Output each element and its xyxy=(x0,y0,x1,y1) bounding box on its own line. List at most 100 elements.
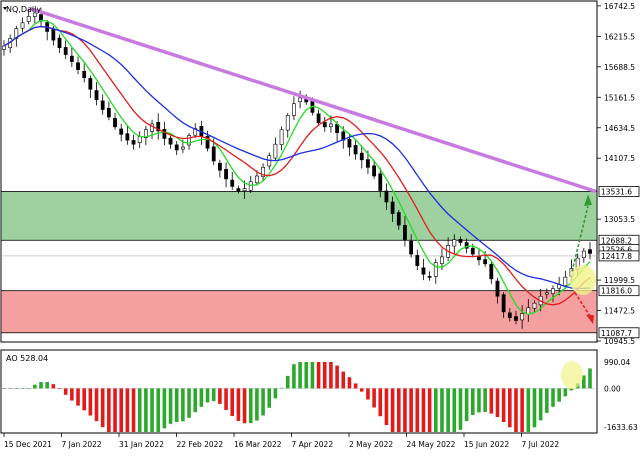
candle-body xyxy=(384,190,389,203)
ao-bar xyxy=(538,388,543,421)
ao-bar xyxy=(2,388,6,389)
ao-bar xyxy=(316,362,321,389)
ao-bar xyxy=(304,362,309,389)
ao-bar xyxy=(107,388,111,432)
candle-body xyxy=(415,255,420,266)
forecast-down-arrow xyxy=(574,292,591,317)
price-marker-box xyxy=(598,250,640,262)
candle-body xyxy=(88,78,93,90)
candle-body xyxy=(137,136,142,143)
ao-bar xyxy=(322,362,327,389)
candle-body xyxy=(125,133,130,141)
price-tick-label: 11999.5 xyxy=(604,276,635,285)
ao-bar xyxy=(279,387,284,389)
candle-body xyxy=(514,316,518,321)
ao-highlight-circle xyxy=(561,361,583,390)
time-tick-label: 16 Mar 2022 xyxy=(234,440,282,449)
candles-layer xyxy=(2,8,592,329)
ao-bar xyxy=(341,371,346,389)
ao-bar xyxy=(329,362,333,389)
ma-mid-line xyxy=(3,25,591,306)
ao-axis: 990.04 0.00 -1633.63 xyxy=(604,358,638,432)
price-marker-label: 12688.2 xyxy=(601,236,632,245)
ao-bar xyxy=(70,388,74,401)
ao-bar xyxy=(421,388,426,432)
ao-bar xyxy=(119,388,123,432)
time-tick-label: 2 May 2022 xyxy=(349,440,393,449)
ao-bar xyxy=(113,388,117,432)
candle-body xyxy=(544,292,549,295)
candle-body xyxy=(581,250,586,259)
price-tick-label: 16215.5 xyxy=(604,32,635,41)
price-axis: 16742.5 16215.5 15688.5 15161.5 14634.5 14107… xyxy=(597,2,635,346)
ao-bar xyxy=(255,388,259,421)
candle-body xyxy=(507,312,512,318)
price-marker-label: 12417.8 xyxy=(601,252,632,261)
ao-bar xyxy=(433,388,438,432)
title-arrow-icon xyxy=(3,7,7,10)
candle-body xyxy=(113,118,117,128)
candle-body xyxy=(347,139,352,148)
ao-bar xyxy=(211,388,216,402)
ao-bar xyxy=(39,382,43,389)
ao-bar xyxy=(125,388,130,432)
candle-body xyxy=(551,288,555,294)
ao-bar xyxy=(427,388,432,432)
ao-bar xyxy=(199,388,204,407)
ao-bar xyxy=(508,388,512,428)
price-marker-box xyxy=(598,186,640,197)
time-tick-label: 7 Jul 2022 xyxy=(522,440,560,449)
ao-bar xyxy=(20,388,25,389)
ao-bar xyxy=(526,388,531,432)
ao-bar xyxy=(292,364,296,389)
candle-body xyxy=(248,181,253,191)
candle-body xyxy=(14,28,19,39)
price-tick-label: 11472.5 xyxy=(604,307,635,316)
candle-body xyxy=(273,143,278,159)
ao-bar xyxy=(230,388,235,417)
candle-body xyxy=(82,70,87,79)
candle-body xyxy=(51,29,56,41)
price-tick-label: 13053.5 xyxy=(604,215,635,224)
ao-bar xyxy=(162,388,167,429)
forecast-down-arrowhead xyxy=(586,314,594,324)
price-highlight-circle xyxy=(570,265,596,296)
ao-bar xyxy=(193,388,198,413)
ao-bar xyxy=(51,384,56,389)
ao-bar xyxy=(273,388,278,399)
ma-fast-line xyxy=(3,19,591,315)
time-tick-label: 7 Apr 2022 xyxy=(292,440,334,449)
candle-body xyxy=(452,239,457,247)
ao-bar xyxy=(477,388,481,413)
candle-body xyxy=(224,168,228,180)
ao-bar xyxy=(82,388,86,411)
ao-bar xyxy=(205,388,210,403)
candle-body xyxy=(236,188,241,192)
ao-bar xyxy=(440,388,444,432)
time-tick-label: 24 May 2022 xyxy=(407,440,456,449)
candle-body xyxy=(100,100,105,110)
ao-bar xyxy=(14,388,19,389)
candle-body xyxy=(2,45,6,50)
candle-body xyxy=(427,276,432,278)
forecast-arrows-layer xyxy=(570,194,596,324)
candle-body xyxy=(366,159,370,168)
ao-bar xyxy=(372,388,376,408)
price-tick-label: 15688.5 xyxy=(604,63,635,72)
candle-body xyxy=(69,55,74,62)
time-tick-label: 7 Jan 2022 xyxy=(62,440,102,449)
ao-title: AO 528.04 xyxy=(6,354,48,363)
ao-bar xyxy=(8,388,12,389)
resistance-zone xyxy=(0,191,598,241)
candle-body xyxy=(168,137,173,145)
support-zone xyxy=(0,290,598,334)
ao-bar xyxy=(588,368,592,389)
ao-bar xyxy=(76,388,80,406)
candle-body xyxy=(396,212,401,226)
candle-body xyxy=(162,128,167,139)
forecast-up-arrowhead xyxy=(584,194,592,207)
candle-body xyxy=(131,140,136,145)
price-tick-label: 10945.5 xyxy=(604,337,635,346)
zones-layer xyxy=(0,191,598,334)
